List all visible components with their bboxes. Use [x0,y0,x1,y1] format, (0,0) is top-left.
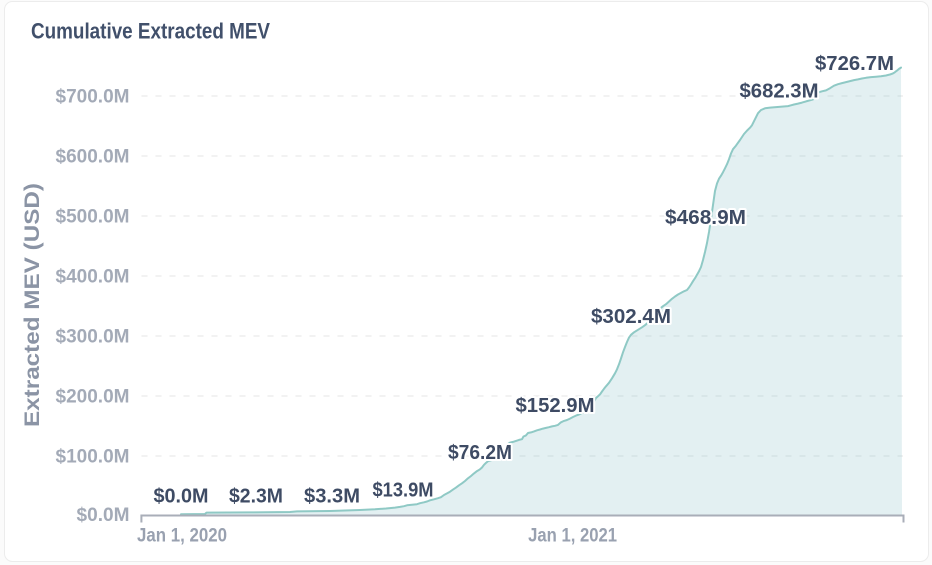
svg-text:Extracted MEV (USD): Extracted MEV (USD) [20,183,44,427]
svg-text:$152.9M: $152.9M [516,395,595,417]
svg-text:$0.0M: $0.0M [154,485,209,507]
svg-text:Jan 1, 2021: Jan 1, 2021 [528,525,617,546]
svg-text:$100.0M: $100.0M [56,447,130,468]
svg-text:$300.0M: $300.0M [56,327,130,348]
svg-text:$400.0M: $400.0M [56,267,130,288]
svg-text:Jan 1, 2020: Jan 1, 2020 [137,525,227,546]
svg-text:$468.9M: $468.9M [665,207,746,229]
svg-text:$0.0M: $0.0M [77,505,130,526]
svg-text:$3.3M: $3.3M [304,485,360,507]
svg-text:$726.7M: $726.7M [815,53,894,75]
svg-text:$2.3M: $2.3M [229,485,283,507]
svg-text:Cumulative Extracted MEV: Cumulative Extracted MEV [31,19,270,44]
svg-text:$76.2M: $76.2M [448,442,512,464]
svg-text:$700.0M: $700.0M [56,87,130,108]
svg-text:$13.9M: $13.9M [373,480,434,502]
svg-text:$682.3M: $682.3M [740,81,819,103]
svg-text:$302.4M: $302.4M [591,306,671,328]
svg-text:$200.0M: $200.0M [56,387,130,408]
svg-text:$600.0M: $600.0M [56,147,130,168]
svg-text:$500.0M: $500.0M [56,207,130,228]
